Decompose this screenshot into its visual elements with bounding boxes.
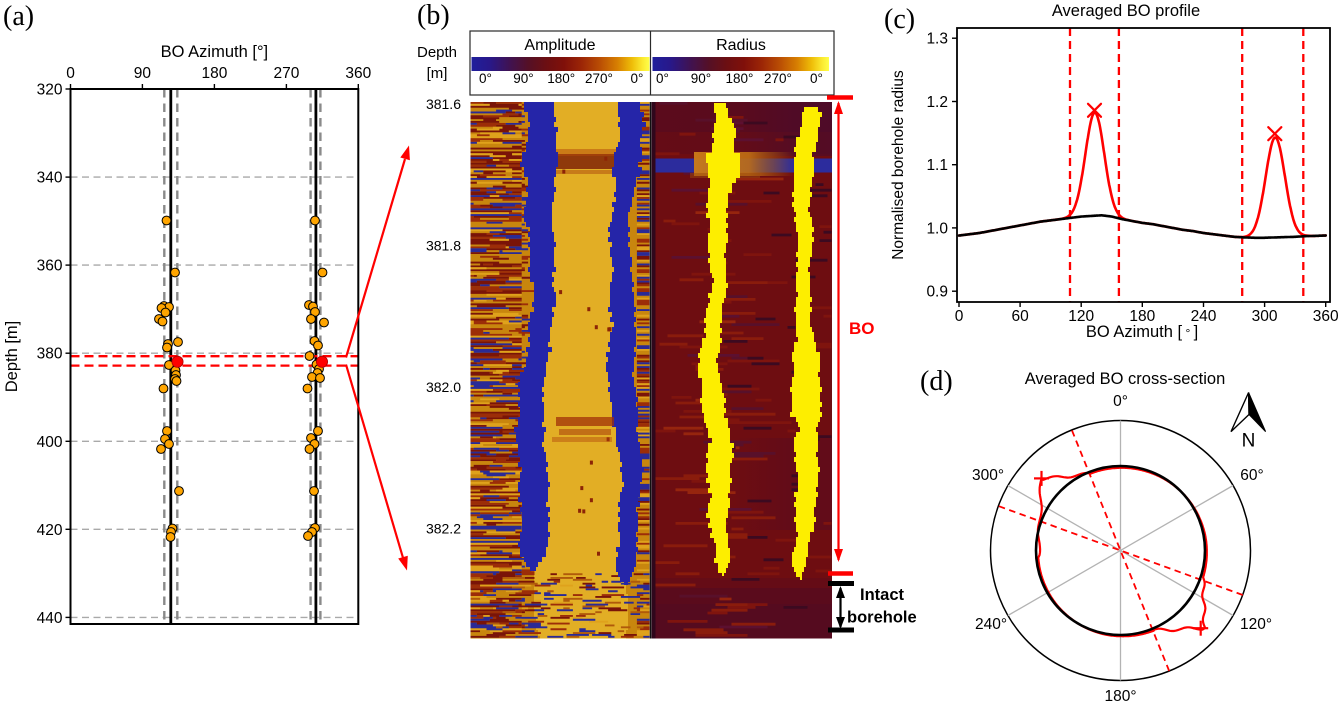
- svg-text:Depth [m]: Depth [m]: [3, 321, 21, 393]
- svg-text:90°: 90°: [691, 71, 711, 86]
- svg-text:(d): (d): [920, 366, 953, 397]
- svg-text:120°: 120°: [1240, 616, 1272, 633]
- svg-text:borehole: borehole: [847, 609, 917, 627]
- svg-text:Radius: Radius: [716, 37, 766, 54]
- svg-text:382.0: 382.0: [426, 379, 461, 395]
- svg-text:270°: 270°: [764, 71, 792, 86]
- svg-text:(b): (b): [417, 0, 450, 31]
- svg-text:0°: 0°: [656, 71, 669, 86]
- svg-text:0: 0: [66, 65, 75, 82]
- svg-text:381.8: 381.8: [426, 238, 461, 254]
- svg-text:180°: 180°: [547, 71, 575, 86]
- svg-text:300: 300: [1252, 308, 1278, 325]
- svg-text:Averaged BO profile: Averaged BO profile: [1052, 2, 1200, 20]
- svg-text:1.1: 1.1: [926, 157, 948, 174]
- svg-text:180: 180: [1129, 308, 1155, 325]
- svg-text:0°: 0°: [479, 71, 492, 86]
- svg-text:380: 380: [37, 346, 63, 363]
- svg-text:240: 240: [1191, 308, 1217, 325]
- svg-text:180°: 180°: [726, 71, 754, 86]
- svg-text:360: 360: [1313, 308, 1339, 325]
- svg-text:BO Azimuth [°]: BO Azimuth [°]: [161, 43, 268, 61]
- svg-text:270°: 270°: [585, 71, 613, 86]
- svg-text:(a): (a): [3, 1, 34, 32]
- svg-text:[m]: [m]: [427, 65, 448, 82]
- svg-text:90°: 90°: [513, 71, 533, 86]
- svg-text:0°: 0°: [1113, 393, 1128, 410]
- svg-text:340: 340: [37, 170, 63, 187]
- svg-text:360: 360: [345, 65, 371, 82]
- svg-text:0: 0: [955, 308, 964, 325]
- svg-text:Depth: Depth: [417, 44, 457, 61]
- svg-text:60°: 60°: [1240, 467, 1263, 484]
- svg-text:1.0: 1.0: [926, 220, 948, 237]
- svg-text:BO Azimuth [ ° ]: BO Azimuth [ ° ]: [1086, 323, 1198, 341]
- svg-text:Averaged BO cross-section: Averaged BO cross-section: [1025, 370, 1226, 388]
- svg-text:Intact: Intact: [860, 586, 905, 604]
- svg-text:(c): (c): [884, 4, 915, 35]
- svg-text:420: 420: [37, 522, 63, 539]
- svg-text:382.2: 382.2: [426, 521, 461, 537]
- svg-text:120: 120: [1068, 308, 1094, 325]
- svg-text:1.2: 1.2: [926, 94, 948, 111]
- svg-text:N: N: [1242, 431, 1256, 452]
- svg-text:320: 320: [37, 82, 63, 99]
- svg-text:360: 360: [37, 258, 63, 275]
- svg-text:400: 400: [37, 434, 63, 451]
- svg-text:270: 270: [273, 65, 299, 82]
- svg-text:Amplitude: Amplitude: [524, 37, 595, 54]
- svg-text:180°: 180°: [1104, 688, 1136, 705]
- svg-text:240°: 240°: [975, 616, 1007, 633]
- svg-text:440: 440: [37, 610, 63, 627]
- svg-text:1.3: 1.3: [926, 31, 948, 48]
- svg-text:BO: BO: [849, 319, 875, 338]
- svg-text:381.6: 381.6: [426, 96, 461, 112]
- svg-text:300°: 300°: [972, 467, 1004, 484]
- svg-text:Normalised borehole radius: Normalised borehole radius: [890, 70, 907, 260]
- svg-text:0°: 0°: [630, 71, 643, 86]
- svg-text:0°: 0°: [810, 71, 823, 86]
- svg-text:60: 60: [1011, 308, 1029, 325]
- svg-text:90: 90: [134, 65, 152, 82]
- svg-text:180: 180: [201, 65, 227, 82]
- svg-text:0.9: 0.9: [926, 284, 948, 301]
